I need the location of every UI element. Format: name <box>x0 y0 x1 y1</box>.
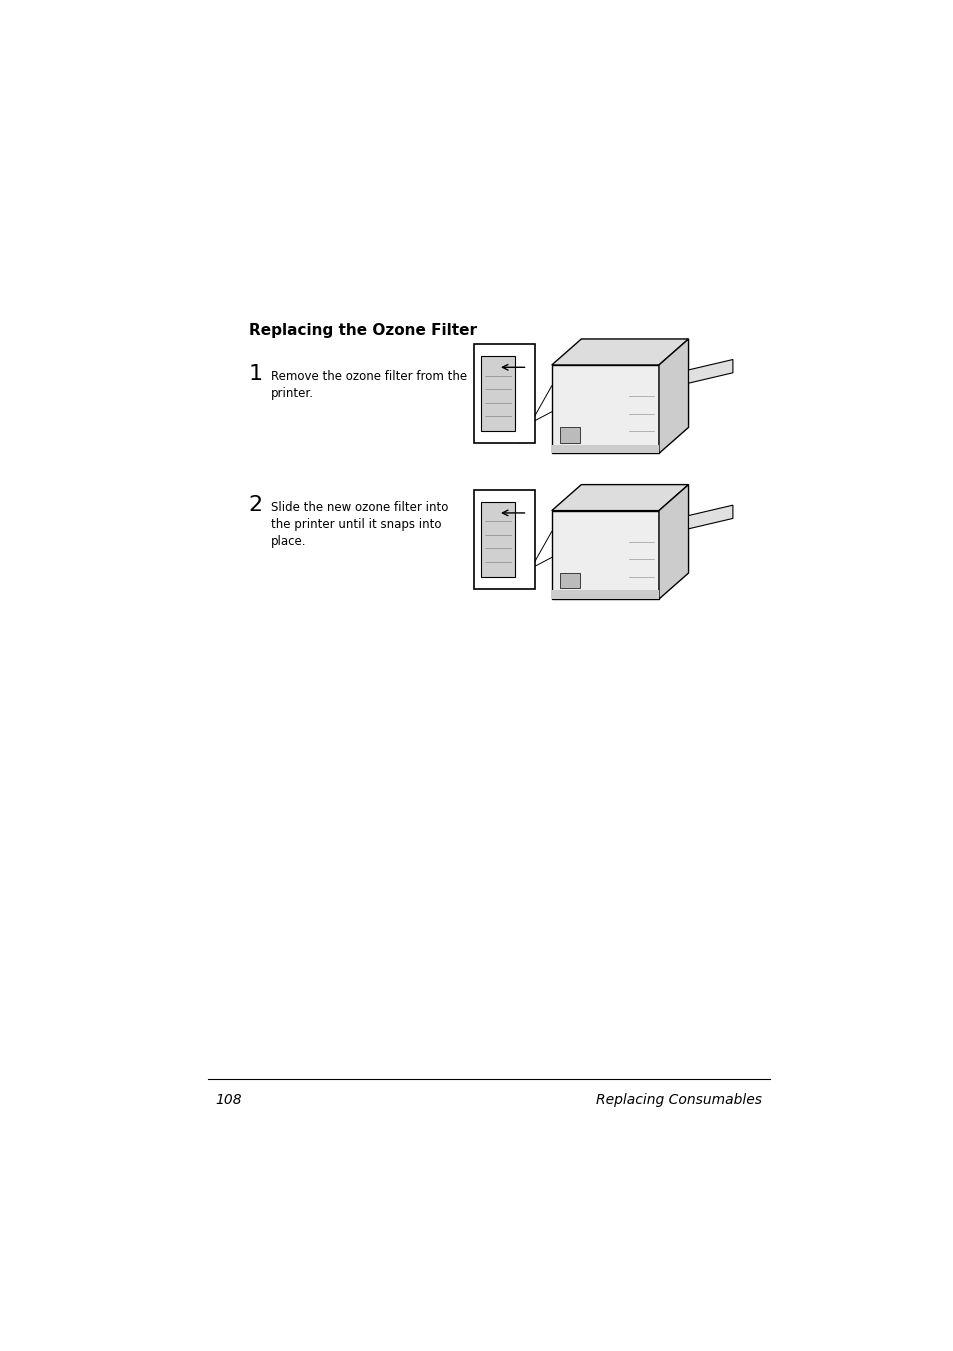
FancyBboxPatch shape <box>474 490 535 589</box>
Bar <box>481 501 515 577</box>
Bar <box>559 427 579 443</box>
Polygon shape <box>659 485 688 598</box>
Polygon shape <box>551 365 659 454</box>
Polygon shape <box>688 505 732 528</box>
Polygon shape <box>688 359 732 384</box>
Polygon shape <box>551 485 688 511</box>
Polygon shape <box>551 339 688 365</box>
Text: Replacing the Ozone Filter: Replacing the Ozone Filter <box>249 323 476 338</box>
Polygon shape <box>659 339 688 454</box>
FancyBboxPatch shape <box>474 345 535 443</box>
Bar <box>559 573 579 589</box>
Text: 2: 2 <box>249 494 262 515</box>
Bar <box>481 357 515 431</box>
Bar <box>551 444 659 454</box>
Bar <box>551 590 659 598</box>
Text: Remove the ozone filter from the
printer.: Remove the ozone filter from the printer… <box>271 370 466 400</box>
Text: Slide the new ozone filter into
the printer until it snaps into
place.: Slide the new ozone filter into the prin… <box>271 501 448 549</box>
Text: Replacing Consumables: Replacing Consumables <box>596 1093 761 1108</box>
Text: 1: 1 <box>249 363 262 384</box>
Polygon shape <box>551 511 659 598</box>
Text: 108: 108 <box>215 1093 242 1108</box>
